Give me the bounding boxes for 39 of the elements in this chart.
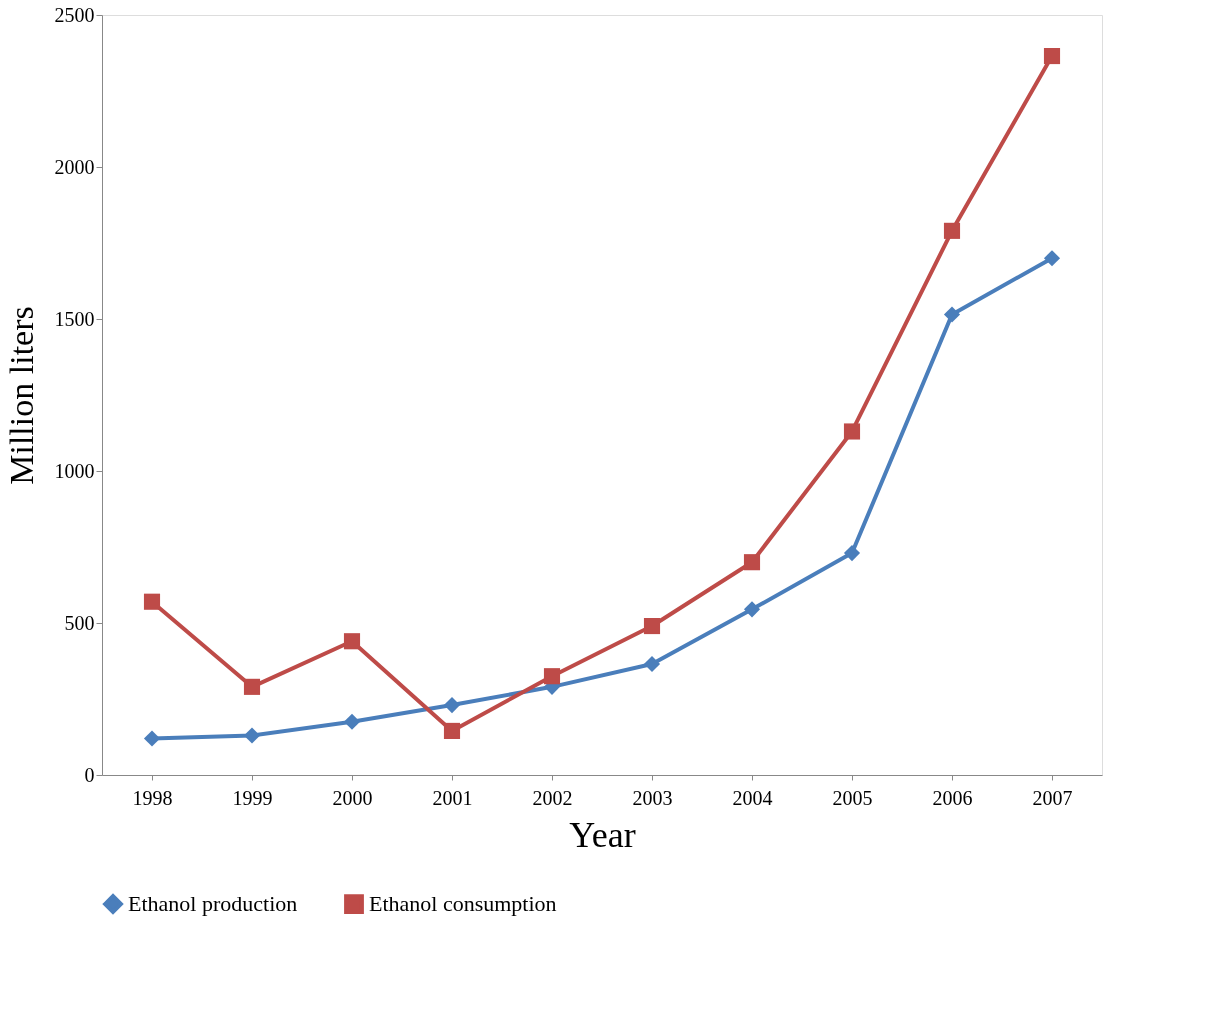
y-tick-label: 2000: [54, 155, 95, 178]
y-axis-title: Million liters: [2, 306, 40, 485]
y-tick-label: 500: [64, 611, 95, 634]
x-tick-label: 2006: [932, 786, 973, 809]
point: [1043, 47, 1061, 65]
x-tick-label: 2002: [532, 786, 573, 809]
y-tick-label: 2500: [54, 3, 95, 26]
point: [943, 222, 961, 239]
y-tick-label: 1000: [54, 459, 95, 482]
y-tick-label: 0: [84, 763, 95, 786]
legend-label: Ethanol production: [128, 891, 298, 917]
x-tick-label: 1998: [132, 786, 173, 809]
x-tick-label: 2004: [732, 786, 773, 809]
point: [143, 593, 161, 610]
x-tick-label: 1999: [232, 786, 273, 809]
point: [943, 306, 961, 323]
point: [643, 655, 661, 673]
point: [1043, 250, 1061, 267]
point: [243, 727, 261, 744]
point: [443, 722, 461, 739]
x-axis-title: Year: [569, 814, 636, 855]
x-tick-label: 2000: [332, 786, 373, 809]
point: [443, 697, 461, 714]
point: [743, 554, 761, 571]
point: [143, 730, 161, 747]
x-tick-label: 2007: [1032, 786, 1073, 809]
point: [643, 617, 661, 635]
legend-label: Ethanol consumption: [369, 891, 557, 917]
point: [343, 633, 361, 650]
x-tick-label: 2001: [432, 786, 473, 809]
point: [843, 423, 861, 440]
point: [243, 678, 261, 695]
x-tick-label: 2003: [632, 786, 673, 809]
x-tick-label: 2005: [832, 786, 873, 809]
y-tick-label: 1500: [54, 307, 95, 330]
point: [543, 668, 561, 685]
point: [343, 713, 361, 730]
point: [743, 601, 761, 618]
point: [843, 545, 861, 562]
